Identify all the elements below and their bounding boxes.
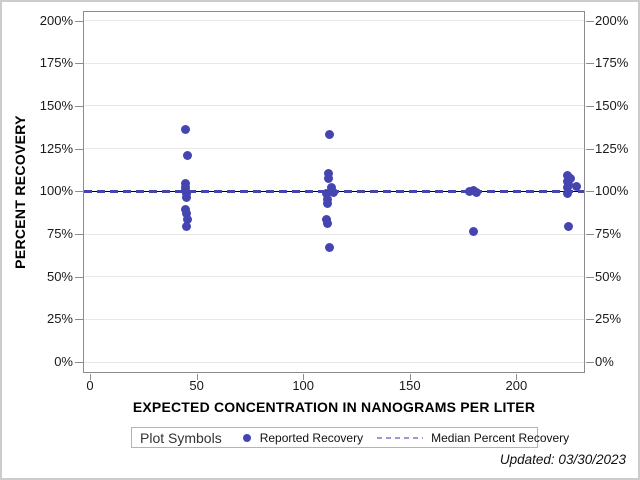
filled-circle-marker-icon bbox=[242, 433, 251, 442]
y-gridline bbox=[84, 62, 584, 64]
y-gridline bbox=[84, 276, 584, 278]
y-tick-left bbox=[75, 362, 83, 364]
y-tick-left bbox=[75, 234, 83, 235]
x-tick-label: 200 bbox=[505, 378, 528, 393]
data-point bbox=[182, 214, 192, 224]
data-point bbox=[563, 189, 573, 199]
y-tick-label-left: 50% bbox=[46, 268, 73, 284]
data-point bbox=[328, 187, 338, 197]
y-tick-right bbox=[586, 148, 594, 150]
y-gridline bbox=[84, 20, 584, 22]
data-point bbox=[563, 183, 573, 193]
data-point bbox=[181, 209, 191, 218]
y-tick-right bbox=[586, 105, 594, 107]
data-point bbox=[325, 130, 335, 140]
y-tick-label-left: 150% bbox=[39, 97, 73, 113]
data-point bbox=[182, 150, 192, 160]
y-tick-right bbox=[586, 63, 594, 65]
y-tick-label-right: 25% bbox=[595, 311, 622, 327]
y-tick-right bbox=[586, 276, 594, 278]
y-tick-label-right: 175% bbox=[595, 55, 629, 71]
y-tick-right bbox=[586, 191, 594, 193]
y-tick-left bbox=[75, 105, 83, 107]
x-tick-label: 150 bbox=[398, 378, 421, 393]
y-tick-left bbox=[75, 276, 83, 278]
y-gridline bbox=[84, 361, 584, 363]
y-tick-left bbox=[75, 148, 83, 150]
y-gridline bbox=[84, 318, 584, 320]
x-tick bbox=[90, 374, 92, 380]
y-gridline bbox=[84, 148, 584, 150]
data-point bbox=[325, 243, 335, 253]
y-tick-right bbox=[586, 234, 594, 235]
legend-item-label: Reported Recovery bbox=[259, 430, 364, 445]
legend-title: Plot Symbols bbox=[140, 429, 222, 446]
y-tick-label-right: 150% bbox=[595, 97, 629, 113]
legend-item-label: Median Percent Recovery bbox=[431, 430, 570, 445]
y-gridline bbox=[84, 105, 584, 107]
y-tick-label-left: 0% bbox=[54, 354, 73, 370]
data-point bbox=[324, 174, 334, 183]
x-tick-label: 100 bbox=[292, 378, 315, 393]
data-point bbox=[181, 192, 191, 202]
y-tick-label-left: 175% bbox=[39, 55, 73, 71]
data-point bbox=[181, 221, 191, 231]
data-point bbox=[469, 226, 479, 236]
y-tick-label-right: 125% bbox=[595, 140, 629, 156]
updated-timestamp: Updated: 03/30/2023 bbox=[499, 452, 626, 467]
y-tick-label-left: 25% bbox=[46, 311, 73, 327]
data-point bbox=[571, 181, 581, 191]
data-point bbox=[324, 168, 334, 178]
x-tick-label: 0 bbox=[86, 378, 94, 393]
y-tick-left bbox=[75, 63, 83, 65]
data-point bbox=[181, 125, 191, 135]
x-tick bbox=[303, 374, 305, 380]
data-point bbox=[322, 188, 332, 198]
data-point bbox=[563, 221, 573, 231]
dashed-line-sample-icon bbox=[377, 436, 424, 439]
y-tick-right bbox=[586, 20, 594, 22]
y-tick-label-left: 100% bbox=[39, 183, 73, 199]
y-tick-label-left: 125% bbox=[39, 140, 73, 156]
y-tick-left bbox=[75, 20, 83, 22]
x-axis-title: EXPECTED CONCENTRATION IN NANOGRAMS PER … bbox=[132, 399, 536, 415]
y-tick-right bbox=[586, 319, 594, 321]
x-tick bbox=[196, 374, 198, 380]
x-tick bbox=[409, 374, 411, 380]
y-tick-left bbox=[75, 319, 83, 321]
data-point bbox=[323, 198, 333, 208]
legend: Plot Symbols Reported Recovery Median Pe… bbox=[131, 427, 569, 448]
y-tick-left bbox=[75, 191, 83, 193]
y-tick-label-right: 75% bbox=[595, 226, 622, 241]
y-tick-right bbox=[586, 362, 594, 364]
y-gridline bbox=[84, 233, 584, 235]
legend-item-reported-recovery: Reported Recovery bbox=[242, 430, 364, 445]
y-tick-label-right: 100% bbox=[595, 183, 629, 199]
y-tick-label-right: 0% bbox=[595, 354, 614, 370]
x-tick-label: 50 bbox=[189, 378, 204, 393]
y-tick-label-right: 50% bbox=[595, 268, 622, 284]
y-tick-label-left: 75% bbox=[46, 226, 73, 241]
y-tick-label-right: 200% bbox=[595, 12, 629, 28]
data-point bbox=[472, 187, 482, 197]
legend-item-median-recovery: Median Percent Recovery bbox=[363, 431, 569, 445]
x-tick bbox=[516, 374, 518, 380]
data-point bbox=[322, 219, 332, 229]
y-tick-label-left: 200% bbox=[39, 12, 73, 28]
